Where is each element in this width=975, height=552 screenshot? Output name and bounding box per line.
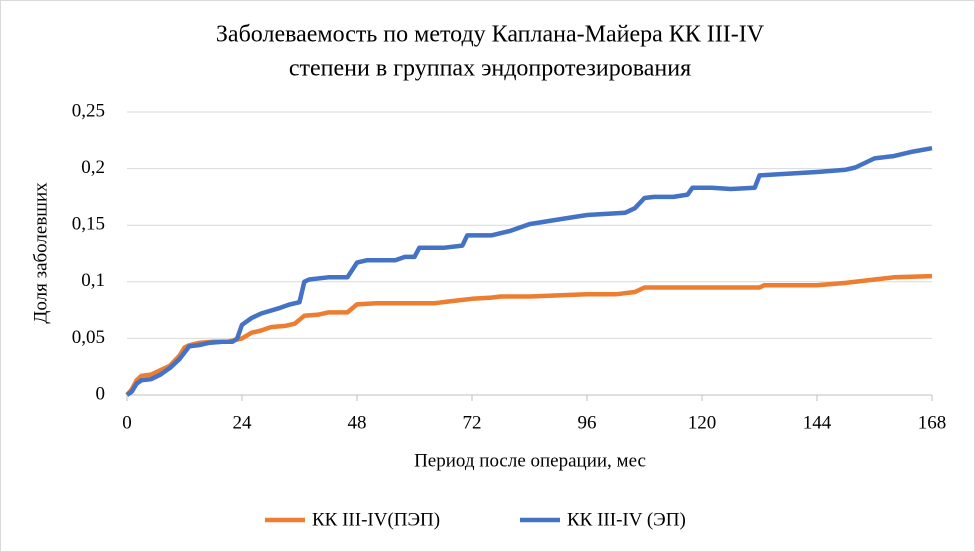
x-tick-label: 120 xyxy=(688,412,717,433)
x-tick-label: 144 xyxy=(803,412,832,433)
y-tick-label: 0 xyxy=(96,383,106,404)
x-tick-label: 72 xyxy=(463,412,482,433)
y-tick-label: 0,1 xyxy=(81,270,105,291)
y-tick-label: 0,15 xyxy=(72,214,105,235)
x-tick-label: 96 xyxy=(578,412,597,433)
y-tick-label: 0,05 xyxy=(72,327,105,348)
chart-title: Заболеваемость по методу Каплана-Майера … xyxy=(216,22,765,48)
y-axis-label: Доля заболевших xyxy=(30,182,51,324)
series-line xyxy=(125,145,933,397)
x-tick-label: 24 xyxy=(233,412,253,433)
y-tick-label: 0,25 xyxy=(72,100,105,121)
x-axis-label: Период после операции, мес xyxy=(414,450,646,471)
x-tick-label: 48 xyxy=(348,412,367,433)
x-tick-label: 168 xyxy=(918,412,947,433)
legend-label: КК III-IV(ПЭП) xyxy=(312,509,440,530)
x-tick-label: 0 xyxy=(122,412,132,433)
chart-title: степени в группах эндопротезирования xyxy=(289,56,691,82)
series-line xyxy=(125,273,933,397)
legend-item: КК III-IV (ЭП) xyxy=(520,509,686,530)
y-tick-label: 0,2 xyxy=(81,157,105,178)
legend-item: КК III-IV(ПЭП) xyxy=(265,509,440,530)
legend-label: КК III-IV (ЭП) xyxy=(567,509,686,530)
